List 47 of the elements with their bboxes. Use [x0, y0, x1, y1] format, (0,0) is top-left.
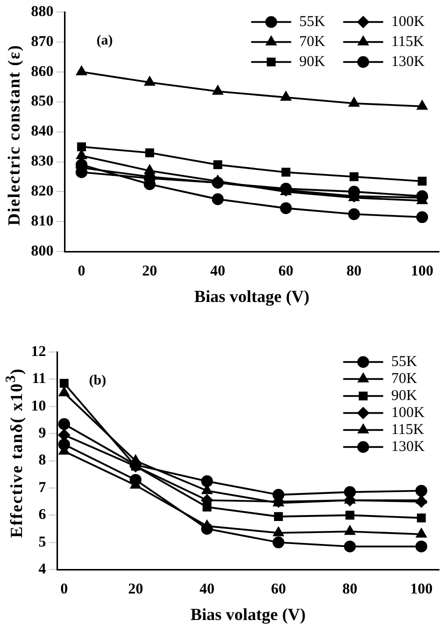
legend-label: 70K — [391, 370, 418, 387]
x-tick-label: 0 — [78, 263, 86, 280]
x-tick-label: 100 — [410, 581, 433, 598]
legend-label: 70K — [299, 34, 326, 50]
y-tick-label: 850 — [31, 94, 54, 110]
y-tick-label: 880 — [31, 4, 54, 20]
x-axis-title: Bias voltage (V) — [194, 287, 310, 306]
legend-label: 55K — [391, 354, 418, 370]
y-tick-label: 6 — [38, 507, 46, 524]
legend-label: 115K — [391, 422, 424, 438]
x-tick-label: 20 — [128, 581, 144, 598]
y-tick-label: 830 — [31, 154, 54, 170]
x-tick-label: 100 — [410, 263, 434, 280]
x-tick-label: 80 — [346, 263, 362, 280]
x-tick-label: 0 — [60, 581, 68, 598]
y-tick-label: 10 — [31, 398, 46, 414]
legend-label: 90K — [391, 388, 418, 404]
legend-label: 100K — [391, 404, 425, 421]
y-tick-label: 810 — [31, 214, 54, 230]
annotation: (a) — [96, 34, 114, 49]
y-tick-label: 860 — [31, 64, 54, 80]
y-tick-label: 11 — [32, 371, 46, 388]
x-tick-label: 60 — [270, 581, 286, 598]
y-tick-label: 800 — [31, 243, 54, 260]
x-tick-label: 20 — [142, 263, 158, 280]
legend-label: 100K — [391, 14, 425, 30]
y-tick-label: 7 — [38, 480, 46, 496]
legend-label: 130K — [391, 438, 425, 455]
legend-label: 130K — [391, 54, 425, 70]
legend-label: 55K — [299, 14, 326, 30]
legend-label: 115K — [391, 34, 424, 50]
x-tick-label: 40 — [210, 263, 226, 280]
y-tick-label: 9 — [38, 425, 46, 442]
x-tick-label: 40 — [200, 581, 215, 598]
y-tick-label: 820 — [31, 184, 54, 200]
y-tick-label: 4 — [38, 561, 46, 578]
legend-label: 90K — [299, 54, 326, 70]
y-tick-label: 870 — [31, 34, 54, 50]
y-axis-title: Dielectric constant (ε) — [5, 44, 25, 226]
y-tick-label: 8 — [38, 452, 46, 469]
y-tick-label: 840 — [31, 124, 54, 140]
x-tick-label: 60 — [278, 263, 294, 280]
x-tick-label: 80 — [342, 581, 358, 598]
x-axis-title: Bias volatge (V) — [190, 605, 306, 624]
y-tick-label: 5 — [38, 534, 46, 550]
y-tick-label: 12 — [31, 344, 46, 360]
annotation: (b) — [89, 374, 106, 389]
